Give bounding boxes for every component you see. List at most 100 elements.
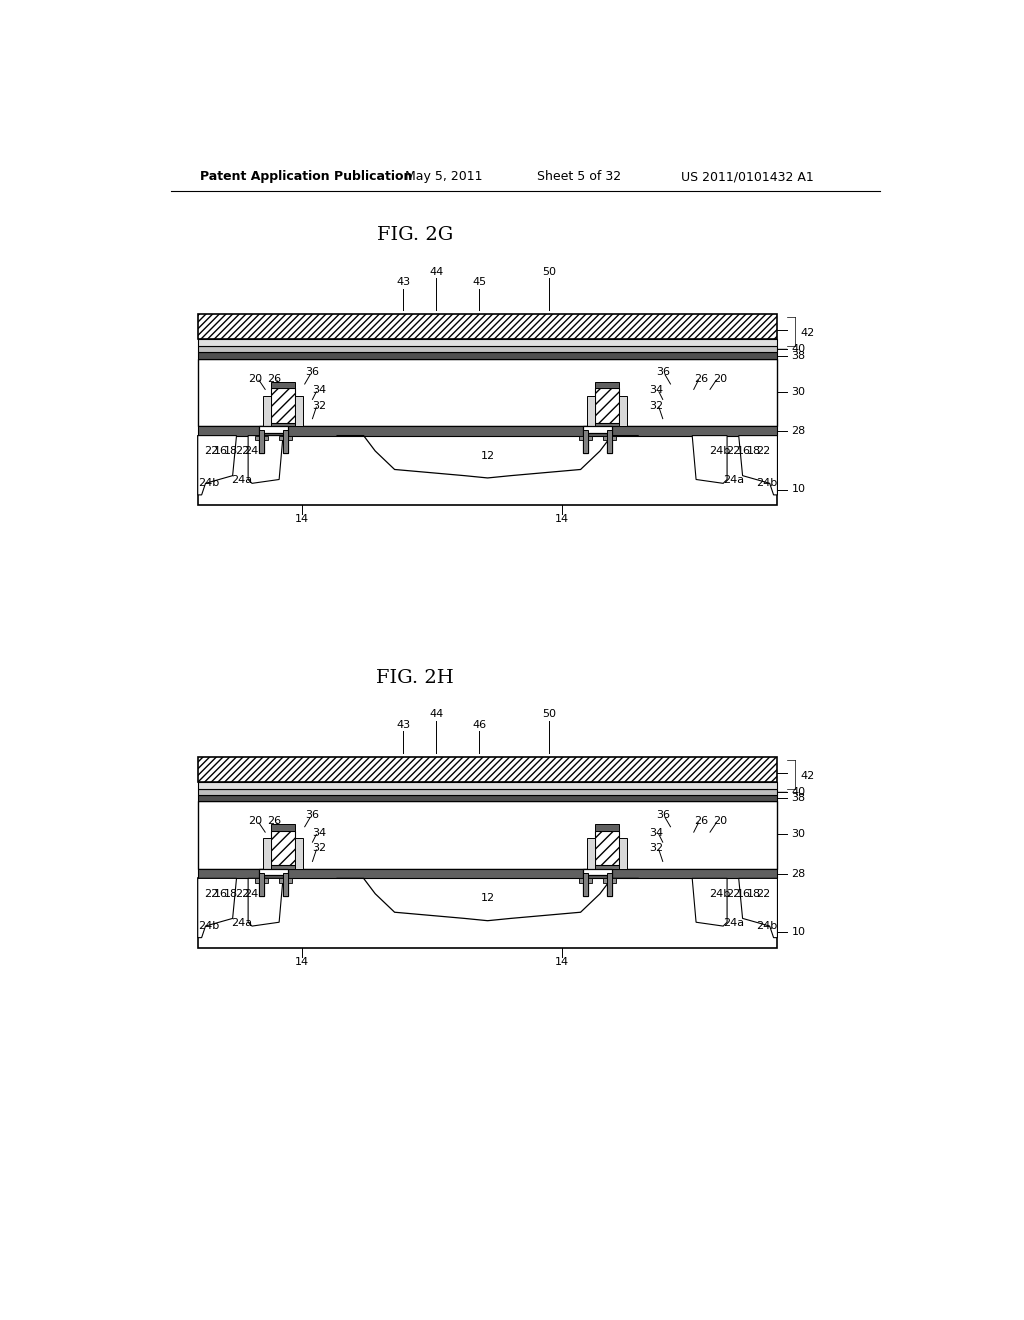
Text: 16: 16: [737, 888, 752, 899]
Bar: [270, 381, 295, 388]
Bar: [295, 838, 303, 869]
Bar: [198, 795, 777, 801]
Text: 28: 28: [792, 869, 806, 879]
Text: 30: 30: [792, 387, 806, 397]
Bar: [198, 756, 777, 781]
Text: 32: 32: [312, 843, 327, 853]
Bar: [607, 430, 612, 453]
Text: 34: 34: [649, 385, 663, 395]
Text: 24b: 24b: [198, 478, 219, 488]
Text: 24a: 24a: [231, 475, 253, 486]
Text: 24a: 24a: [231, 917, 253, 928]
Bar: [603, 878, 616, 883]
Bar: [198, 878, 777, 948]
Text: 22: 22: [726, 888, 740, 899]
Text: 36: 36: [655, 367, 670, 378]
Text: 22: 22: [234, 888, 249, 899]
Text: 40: 40: [792, 345, 806, 354]
Polygon shape: [738, 878, 777, 937]
Bar: [603, 436, 616, 441]
Text: 22: 22: [205, 888, 219, 899]
Text: 46: 46: [472, 721, 486, 730]
Bar: [595, 830, 620, 866]
Bar: [587, 396, 595, 426]
Bar: [198, 801, 777, 869]
Text: 24b: 24b: [245, 446, 265, 455]
Text: 24b: 24b: [710, 888, 731, 899]
Bar: [255, 878, 268, 883]
Text: 22: 22: [234, 446, 249, 455]
Bar: [280, 436, 292, 441]
Text: 45: 45: [472, 277, 486, 288]
Bar: [595, 388, 620, 422]
Text: 50: 50: [542, 709, 556, 719]
Bar: [283, 430, 289, 453]
Bar: [270, 388, 295, 422]
Text: 20: 20: [713, 816, 727, 826]
Text: 18: 18: [748, 888, 761, 899]
Polygon shape: [583, 869, 612, 896]
Bar: [579, 436, 592, 441]
Bar: [283, 873, 289, 896]
Text: 24b: 24b: [756, 478, 777, 488]
Text: 44: 44: [429, 267, 443, 277]
Text: 26: 26: [266, 816, 281, 826]
Bar: [587, 838, 595, 869]
Text: FIG. 2G: FIG. 2G: [377, 227, 453, 244]
Text: 22: 22: [205, 446, 219, 455]
Text: 38: 38: [792, 793, 806, 804]
Polygon shape: [248, 436, 283, 483]
Text: 38: 38: [792, 351, 806, 360]
Text: 20: 20: [248, 816, 262, 826]
Text: 14: 14: [295, 957, 309, 966]
Text: 10: 10: [792, 484, 806, 495]
Text: 12: 12: [480, 894, 495, 903]
Bar: [263, 838, 270, 869]
Text: 26: 26: [694, 374, 709, 384]
Text: 36: 36: [655, 810, 670, 820]
Text: 34: 34: [312, 828, 327, 838]
Text: 32: 32: [649, 843, 663, 853]
Text: 20: 20: [713, 374, 727, 384]
Bar: [259, 430, 264, 453]
Bar: [595, 381, 620, 388]
Polygon shape: [259, 426, 289, 453]
Text: 22: 22: [757, 446, 771, 455]
Text: 42: 42: [801, 771, 815, 781]
Text: 18: 18: [224, 446, 239, 455]
Bar: [198, 359, 777, 426]
Text: 22: 22: [757, 888, 771, 899]
Text: 40: 40: [792, 787, 806, 797]
Bar: [595, 866, 620, 869]
Bar: [595, 422, 620, 426]
Bar: [579, 878, 592, 883]
Bar: [198, 789, 777, 795]
Bar: [620, 838, 627, 869]
Bar: [198, 436, 777, 506]
Bar: [607, 873, 612, 896]
Text: 18: 18: [748, 446, 761, 455]
Polygon shape: [692, 878, 727, 927]
Bar: [198, 781, 777, 789]
Bar: [198, 314, 777, 339]
Text: US 2011/0101432 A1: US 2011/0101432 A1: [681, 170, 814, 183]
Text: 34: 34: [312, 385, 327, 395]
Bar: [259, 873, 264, 896]
Polygon shape: [248, 878, 283, 927]
Bar: [198, 352, 777, 359]
Polygon shape: [198, 436, 237, 495]
Bar: [270, 830, 295, 866]
Text: Sheet 5 of 32: Sheet 5 of 32: [538, 170, 622, 183]
Text: 16: 16: [214, 446, 228, 455]
Text: FIG. 2H: FIG. 2H: [376, 669, 454, 688]
Text: 43: 43: [396, 277, 411, 288]
Bar: [263, 396, 270, 426]
Text: 22: 22: [726, 446, 740, 455]
Text: 14: 14: [555, 513, 569, 524]
Text: 10: 10: [792, 927, 806, 937]
Text: 18: 18: [224, 888, 239, 899]
Text: 43: 43: [396, 721, 411, 730]
Text: 34: 34: [649, 828, 663, 838]
Polygon shape: [738, 436, 777, 495]
Bar: [255, 436, 268, 441]
